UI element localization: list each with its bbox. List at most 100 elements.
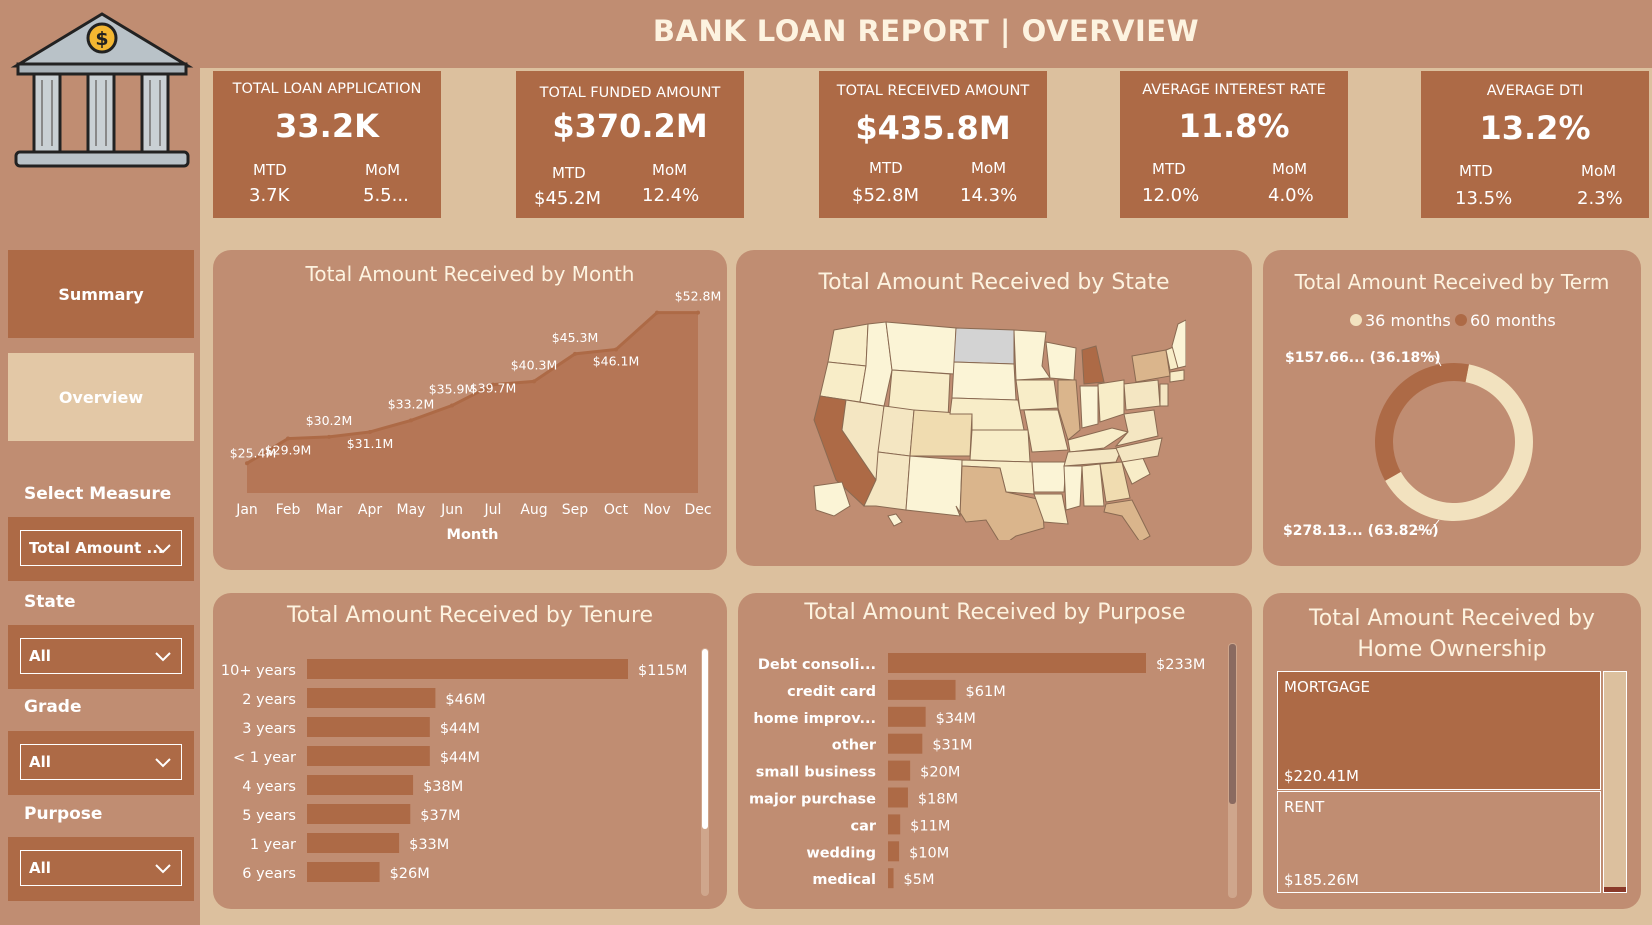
treemap-other[interactable] bbox=[1603, 671, 1627, 893]
state-nc[interactable] bbox=[1115, 437, 1163, 463]
treemap-rent[interactable]: RENT $185.26M bbox=[1277, 791, 1601, 893]
measure-filter: Total Amount ... bbox=[8, 517, 194, 581]
state-select[interactable]: All bbox=[20, 638, 182, 674]
month-point[interactable] bbox=[327, 434, 331, 439]
bar[interactable] bbox=[888, 679, 956, 700]
measure-select[interactable]: Total Amount ... bbox=[20, 530, 182, 566]
state-ks[interactable] bbox=[969, 429, 1031, 463]
state-ia[interactable] bbox=[1015, 379, 1059, 411]
purpose-select[interactable]: All bbox=[20, 850, 182, 886]
bar-category-label: car bbox=[850, 818, 876, 834]
month-data-label: $40.3M bbox=[511, 357, 558, 372]
grade-select[interactable]: All bbox=[20, 744, 182, 780]
bar-category-label: major purchase bbox=[749, 792, 876, 808]
month-point[interactable] bbox=[409, 418, 413, 423]
kpi-title: TOTAL RECEIVED AMOUNT bbox=[836, 83, 1030, 99]
state-filter: All bbox=[8, 625, 194, 689]
month-point[interactable] bbox=[573, 351, 577, 356]
month-point[interactable] bbox=[532, 379, 536, 384]
state-ga[interactable] bbox=[1099, 461, 1131, 503]
nav-overview-label: Overview bbox=[58, 387, 144, 407]
state-va[interactable] bbox=[1114, 409, 1159, 447]
bar[interactable] bbox=[888, 787, 908, 808]
state-ny[interactable] bbox=[1131, 349, 1171, 383]
measure-value: Total Amount ... bbox=[29, 539, 164, 557]
state-mo[interactable] bbox=[1023, 409, 1069, 453]
tenure-scroll-thumb[interactable] bbox=[702, 649, 708, 829]
state-ma[interactable] bbox=[1169, 369, 1185, 383]
month-point[interactable] bbox=[614, 347, 618, 352]
bar[interactable] bbox=[888, 760, 911, 781]
donut-slice-60-months[interactable] bbox=[1375, 363, 1469, 481]
bar-category-label: 10+ years bbox=[221, 663, 296, 679]
purpose-scroll-thumb[interactable] bbox=[1229, 644, 1236, 804]
bar[interactable] bbox=[307, 688, 436, 708]
state-nm[interactable] bbox=[905, 455, 963, 517]
nav-overview-button[interactable]: Overview bbox=[8, 353, 194, 441]
state-ms[interactable] bbox=[1063, 465, 1083, 511]
grade-label: Grade bbox=[24, 697, 82, 717]
state-al[interactable] bbox=[1081, 463, 1105, 507]
state-la[interactable] bbox=[1033, 493, 1069, 525]
state-mt[interactable] bbox=[885, 321, 957, 375]
kpi-title: TOTAL FUNDED AMOUNT bbox=[539, 85, 721, 101]
state-co[interactable] bbox=[909, 409, 973, 457]
bar[interactable] bbox=[888, 841, 900, 862]
bar[interactable] bbox=[888, 653, 1146, 673]
state-sd[interactable] bbox=[951, 361, 1017, 401]
state-ky[interactable] bbox=[1067, 427, 1130, 453]
state-mn[interactable] bbox=[1013, 329, 1051, 381]
kpi-title: AVERAGE INTEREST RATE bbox=[1142, 82, 1326, 98]
state-hi[interactable] bbox=[887, 513, 903, 527]
state-in[interactable] bbox=[1079, 385, 1099, 429]
month-point[interactable] bbox=[491, 382, 495, 387]
month-point[interactable] bbox=[286, 436, 290, 441]
state-ar[interactable] bbox=[1031, 461, 1067, 493]
bar[interactable] bbox=[307, 775, 414, 795]
state-oh[interactable] bbox=[1097, 379, 1125, 423]
bar-value-label: $33M bbox=[409, 837, 449, 853]
state-me[interactable] bbox=[1171, 319, 1186, 369]
state-fl[interactable] bbox=[1103, 499, 1151, 540]
kpi-mtd-value: 12.0% bbox=[1142, 185, 1200, 206]
state-wa[interactable] bbox=[827, 323, 869, 367]
month-tick-label: Sep bbox=[562, 502, 589, 518]
state-mi[interactable] bbox=[1081, 345, 1105, 385]
month-point[interactable] bbox=[245, 461, 249, 466]
month-tick-label: Aug bbox=[520, 502, 547, 518]
bar[interactable] bbox=[888, 814, 901, 835]
legend-60-months[interactable]: 60 months bbox=[1470, 311, 1556, 330]
state-nd[interactable] bbox=[953, 327, 1015, 365]
state-ak[interactable] bbox=[813, 481, 851, 517]
month-data-label: $52.8M bbox=[675, 289, 722, 304]
state-ut[interactable] bbox=[877, 405, 915, 457]
bar[interactable] bbox=[307, 717, 430, 737]
bar[interactable] bbox=[307, 833, 400, 853]
month-point[interactable] bbox=[450, 403, 454, 408]
state-or[interactable] bbox=[819, 361, 867, 403]
bar[interactable] bbox=[307, 862, 380, 882]
chevron-down-icon bbox=[155, 758, 171, 768]
state-wi[interactable] bbox=[1045, 341, 1077, 381]
state-tn[interactable] bbox=[1063, 447, 1123, 467]
legend-36-months[interactable]: 36 months bbox=[1365, 311, 1451, 330]
us-map[interactable] bbox=[806, 310, 1186, 540]
bar[interactable] bbox=[307, 804, 411, 824]
month-point[interactable] bbox=[368, 429, 372, 434]
state-nj[interactable] bbox=[1159, 383, 1169, 407]
bar[interactable] bbox=[307, 746, 430, 766]
state-tx[interactable] bbox=[955, 465, 1045, 540]
bar-category-label: 2 years bbox=[242, 692, 296, 708]
state-pa[interactable] bbox=[1123, 379, 1161, 411]
kpi-mom-value: 2.3% bbox=[1577, 188, 1623, 209]
bar[interactable] bbox=[307, 659, 628, 679]
treemap-mortgage[interactable]: MORTGAGE $220.41M bbox=[1277, 671, 1601, 790]
month-point[interactable] bbox=[696, 310, 700, 315]
state-il[interactable] bbox=[1057, 379, 1081, 441]
donut-leader bbox=[1415, 519, 1440, 531]
month-point[interactable] bbox=[655, 310, 659, 315]
nav-summary-button[interactable]: Summary bbox=[8, 250, 194, 338]
bar[interactable] bbox=[888, 868, 894, 889]
bar[interactable] bbox=[888, 706, 926, 727]
bar[interactable] bbox=[888, 733, 923, 754]
